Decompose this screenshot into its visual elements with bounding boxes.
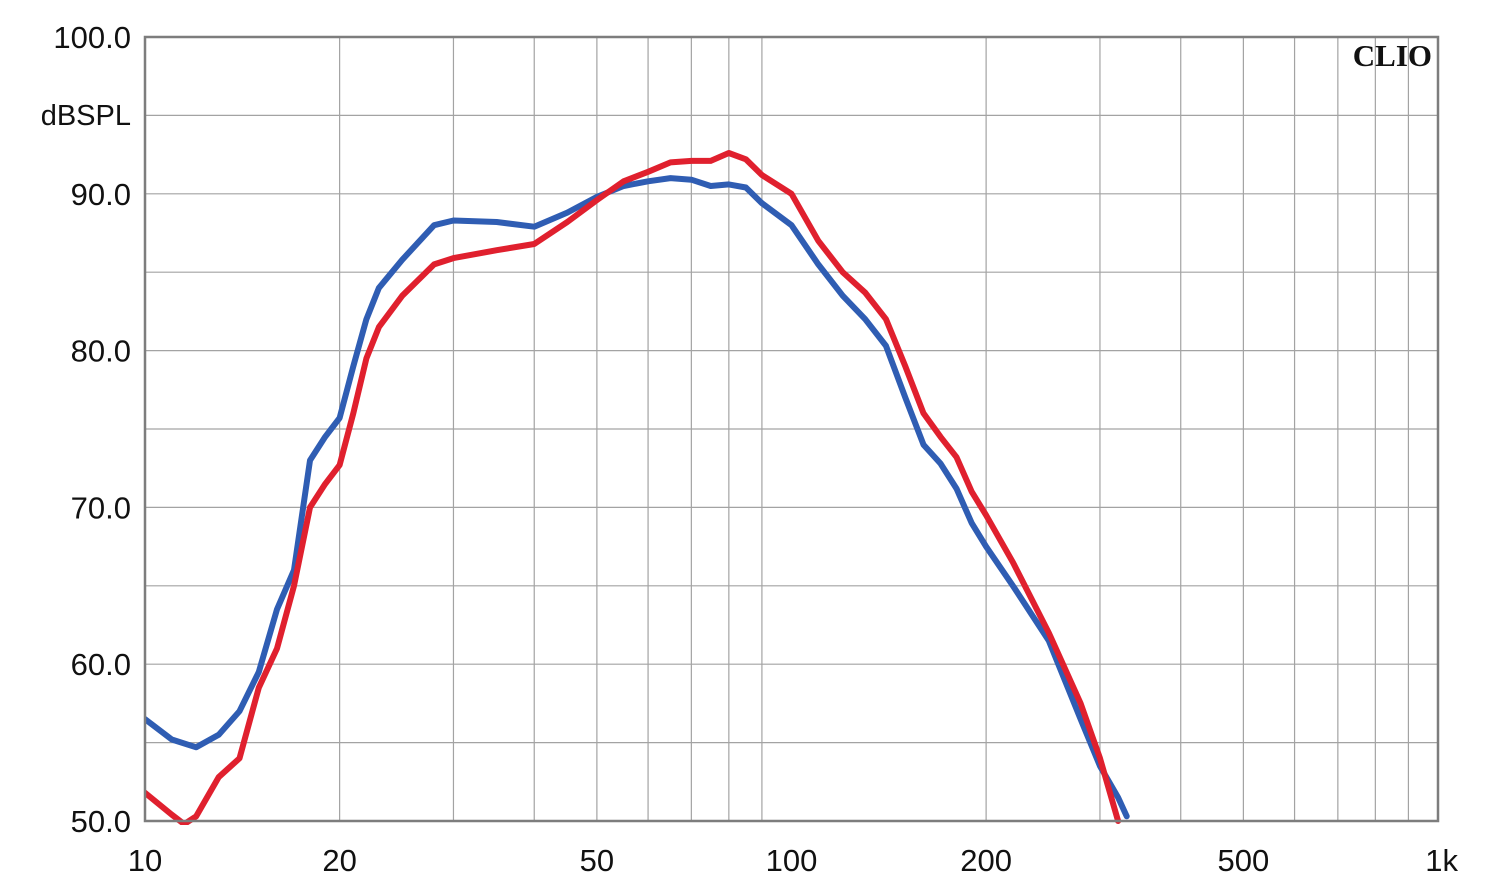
y-axis-unit-label: dBSPL — [41, 100, 131, 132]
x-tick-label: 20 — [322, 843, 356, 878]
plot-frame — [143, 35, 1440, 823]
x-tick-label: 100 — [766, 843, 818, 878]
series-line-red — [145, 150, 1122, 825]
x-tick-label: 50 — [580, 843, 614, 878]
y-tick-label: 80.0 — [71, 334, 131, 369]
tick-labels: 100.0 90.0 80.0 70.0 60.0 50.0 10 20 50 100 200 500… — [53, 20, 1458, 878]
series-line-blue — [145, 175, 1130, 820]
series-group — [145, 150, 1130, 825]
x-tick-label: 1k — [1425, 843, 1458, 878]
y-tick-label: 50.0 — [71, 804, 131, 839]
y-tick-label: 100.0 — [53, 20, 131, 55]
brand-logo-text: CLIO — [1353, 38, 1432, 73]
x-tick-label: 500 — [1218, 843, 1270, 878]
x-tick-label: 10 — [128, 843, 162, 878]
y-tick-label: 90.0 — [71, 177, 131, 212]
x-tick-label: 200 — [960, 843, 1012, 878]
y-tick-label: 70.0 — [71, 490, 131, 525]
y-tick-label: 60.0 — [71, 647, 131, 682]
grid — [145, 37, 1438, 821]
